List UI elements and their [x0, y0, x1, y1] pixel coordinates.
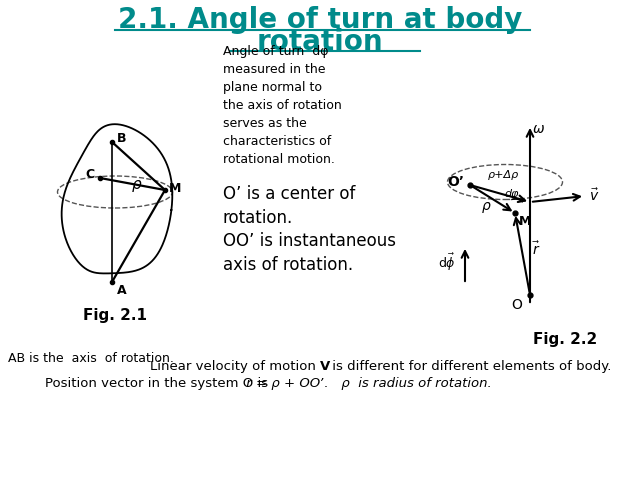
Text: OOʼ is instantaneous
axis of rotation.: OOʼ is instantaneous axis of rotation. [223, 232, 396, 274]
Text: 2.1. Angle of turn at body: 2.1. Angle of turn at body [118, 6, 522, 34]
Text: ρ: ρ [482, 199, 491, 213]
Text: M: M [519, 215, 531, 228]
Text: A: A [117, 284, 127, 297]
Text: ω: ω [533, 122, 545, 136]
Text: ρ+Δρ: ρ+Δρ [488, 170, 519, 180]
Text: O: O [511, 298, 522, 312]
Text: M: M [169, 182, 181, 195]
Text: $\vec{v}$: $\vec{v}$ [589, 188, 600, 204]
Text: V: V [320, 360, 330, 373]
Text: Fig. 2.2: Fig. 2.2 [533, 332, 597, 347]
Text: B: B [117, 132, 127, 145]
Text: Oʼ: Oʼ [447, 175, 464, 189]
Text: AB is the  axis  of rotation.: AB is the axis of rotation. [8, 352, 174, 365]
Text: rotation: rotation [257, 28, 383, 56]
Text: d$\vec{\phi}$: d$\vec{\phi}$ [438, 252, 456, 273]
Text: C: C [86, 168, 95, 181]
Text: Linear velocity of motion: Linear velocity of motion [150, 360, 320, 373]
Text: ρ: ρ [132, 178, 141, 192]
Text: r = ρ + OOʼ.   ρ  is radius of rotation.: r = ρ + OOʼ. ρ is radius of rotation. [242, 377, 492, 390]
Text: Position vector in the system O is: Position vector in the system O is [45, 377, 273, 390]
Text: $\vec{r}$: $\vec{r}$ [532, 240, 541, 258]
Text: is different for different elements of body.: is different for different elements of b… [328, 360, 611, 373]
Text: Oʼ is a center of
rotation.: Oʼ is a center of rotation. [223, 185, 355, 227]
Text: Fig. 2.1: Fig. 2.1 [83, 308, 147, 323]
Text: dφ: dφ [505, 189, 519, 199]
Text: Angle of turn  dφ
measured in the
plane normal to
the axis of rotation
serves as: Angle of turn dφ measured in the plane n… [223, 45, 342, 166]
